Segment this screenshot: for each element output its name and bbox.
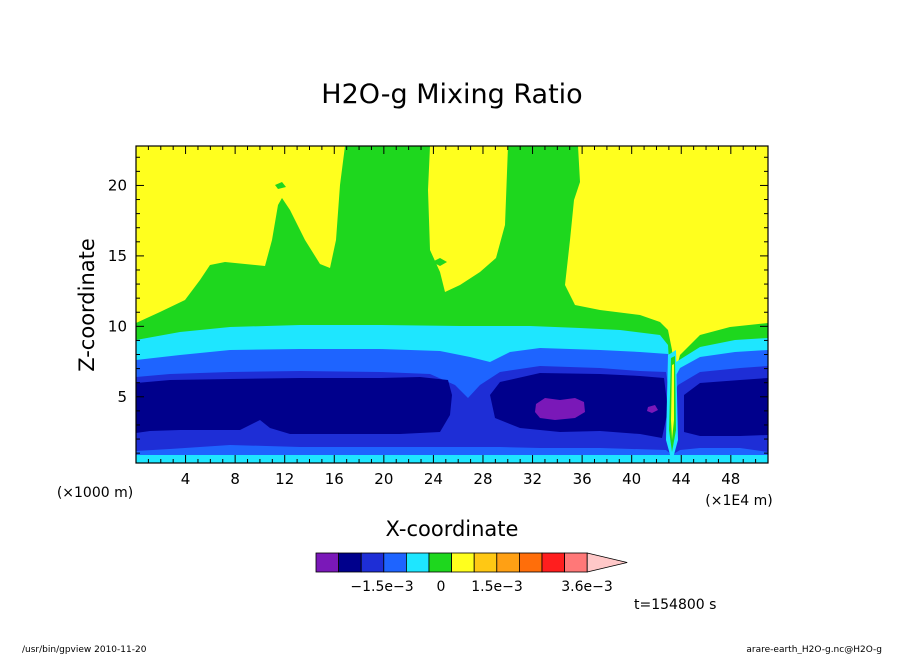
colorbar-swatch: [315, 552, 340, 573]
chart-title: H2O-g Mixing Ratio: [321, 79, 582, 110]
colorbar-label: −1.5e−3: [350, 579, 413, 595]
x-tick-label: 16: [325, 470, 344, 488]
contour-band-column-yellow: [671, 364, 674, 440]
colorbar-swatch: [541, 552, 566, 573]
x-unit-label: (×1E4 m): [705, 493, 772, 509]
y-tick-label: 5: [117, 388, 127, 406]
colorbar-swatch: [451, 552, 475, 573]
colorbar-swatch: [360, 552, 385, 573]
colorbar-label: 1.5e−3: [471, 579, 523, 595]
x-tick-label: 12: [275, 470, 294, 488]
colorbar-label: 0: [437, 579, 446, 595]
colorbar-swatch: [473, 552, 498, 573]
colorbar-swatch: [519, 552, 543, 573]
x-tick-label: 32: [523, 470, 542, 488]
colorbar-labels: −1.5e−3 0 1.5e−3 3.6e−3: [350, 579, 612, 595]
contour-band-dark-blue: [136, 373, 768, 438]
colorbar-swatch: [564, 552, 588, 573]
y-axis-title: Z-coordinate: [75, 238, 99, 372]
x-tick-label: 44: [672, 470, 691, 488]
x-tick-label: 4: [181, 470, 191, 488]
x-axis: 4 8 12 16 20 24 28 32 36 40 44 48: [147, 146, 769, 488]
x-tick-label: 48: [721, 470, 740, 488]
colorbar-swatch: [338, 552, 362, 573]
y-unit-label: (×1000 m): [57, 485, 133, 501]
x-tick-label: 36: [573, 470, 592, 488]
contour-band-purple: [535, 398, 658, 420]
x-tick-label: 28: [473, 470, 492, 488]
footer-right: arare-earth_H2O-g.nc@H2O-g: [746, 645, 882, 654]
contour-field: [136, 146, 768, 463]
plot-frame: [135, 145, 769, 464]
colorbar: [315, 552, 628, 573]
x-axis-title: X-coordinate: [386, 517, 519, 541]
y-tick-label: 10: [108, 317, 127, 335]
colorbar-swatch: [428, 552, 453, 573]
y-tick-label: 20: [108, 176, 127, 194]
colorbar-swatch: [496, 552, 520, 573]
time-label: t=154800 s: [634, 597, 716, 613]
x-tick-label: 8: [230, 470, 240, 488]
colorbar-swatch: [383, 552, 407, 573]
x-tick-label: 40: [622, 470, 641, 488]
colorbar-label: 3.6e−3: [561, 579, 613, 595]
colorbar-arrow: [586, 552, 628, 573]
y-tick-label: 15: [108, 247, 127, 265]
colorbar-swatch: [405, 552, 430, 573]
y-axis: 5 10 15 20: [108, 156, 768, 454]
x-tick-label: 24: [424, 470, 443, 488]
x-tick-label: 20: [374, 470, 393, 488]
footer-left: /usr/bin/gpview 2010-11-20: [22, 645, 147, 654]
